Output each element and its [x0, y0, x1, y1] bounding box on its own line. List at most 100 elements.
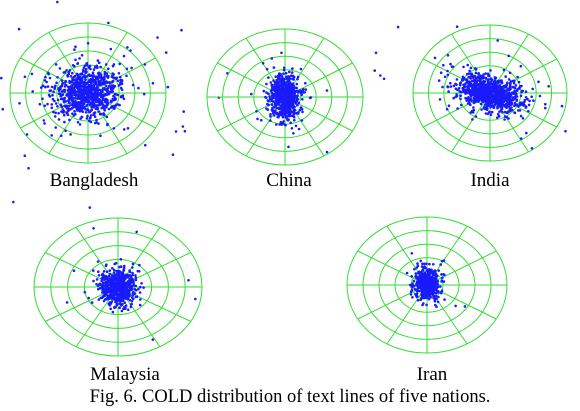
scatter-point	[505, 115, 509, 119]
scatter-point	[18, 102, 21, 105]
scatter-point	[95, 278, 99, 281]
scatter-point	[425, 274, 429, 278]
scatter-point	[75, 106, 79, 109]
scatter-point	[96, 84, 99, 88]
scatter-point	[78, 57, 81, 60]
scatter-point	[103, 294, 107, 297]
scatter-point	[46, 102, 49, 106]
scatter-point	[122, 295, 126, 299]
scatter-point	[90, 108, 94, 111]
scatter-point	[103, 104, 107, 108]
scatter-point	[83, 290, 87, 294]
scatter-point	[76, 73, 80, 77]
scatter-point	[90, 89, 93, 92]
scatter-point	[415, 282, 419, 285]
scatter-point	[120, 309, 124, 313]
scatter-point	[109, 47, 113, 51]
scatter-point	[279, 120, 283, 124]
scatter-point	[269, 81, 273, 84]
scatter-point	[65, 93, 69, 96]
scatter-point	[67, 99, 70, 102]
scatter-point	[266, 102, 269, 106]
scatter-point	[130, 296, 134, 299]
scatter-point	[41, 84, 45, 88]
scatter-point	[455, 25, 459, 29]
scatter-point	[63, 96, 66, 100]
scatter-point	[121, 277, 125, 280]
scatter-point	[294, 124, 298, 128]
scatter-point	[134, 276, 138, 280]
scatter-point	[103, 80, 107, 84]
scatter-point	[523, 98, 527, 102]
scatter-point	[66, 75, 70, 78]
scatter-point	[82, 92, 86, 96]
scatter-point	[143, 63, 147, 66]
scatter-point	[100, 279, 103, 283]
scatter-point	[282, 101, 286, 105]
scatter-point	[481, 100, 484, 103]
scatter-point	[123, 264, 126, 268]
scatter-point	[134, 295, 138, 299]
scatter-point	[89, 95, 93, 98]
scatter-point	[423, 262, 426, 266]
scatter-point	[122, 54, 126, 58]
scatter-point	[282, 66, 286, 70]
scatter-point	[86, 42, 90, 45]
scatter-point	[275, 123, 278, 126]
scatter-point	[482, 75, 485, 79]
scatter-point	[432, 291, 436, 295]
scatter-point	[133, 288, 137, 291]
scatter-point	[288, 114, 291, 118]
scatter-point	[151, 338, 155, 341]
scatter-point	[107, 67, 110, 70]
scatter-point	[283, 88, 287, 92]
scatter-point	[487, 94, 490, 98]
scatter-point	[547, 85, 550, 88]
scatter-point	[505, 106, 508, 109]
scatter-point	[129, 284, 132, 288]
scatter-point	[471, 118, 474, 121]
scatter-point	[439, 285, 442, 288]
scatter-point	[111, 72, 114, 75]
scatter-point	[129, 49, 132, 52]
scatter-point	[443, 75, 447, 79]
scatter-point	[416, 287, 420, 290]
scatter-point	[277, 114, 281, 118]
scatter-point	[505, 98, 509, 102]
plot-label-india: India	[470, 170, 510, 191]
scatter-point	[110, 81, 114, 84]
scatter-point	[373, 69, 377, 72]
scatter-point	[118, 62, 121, 66]
scatter-point	[276, 101, 279, 105]
scatter-point	[54, 126, 57, 129]
scatter-point	[72, 269, 76, 273]
scatter-point	[87, 99, 90, 102]
scatter-point	[54, 102, 58, 105]
scatter-point	[301, 110, 304, 114]
scatter-point	[106, 101, 110, 105]
scatter-point	[292, 94, 295, 98]
scatter-point	[98, 287, 102, 290]
scatter-point	[484, 99, 488, 102]
scatter-point	[45, 80, 48, 84]
scatter-point	[467, 99, 471, 102]
scatter-point	[144, 143, 147, 147]
scatter-point	[517, 80, 521, 84]
scatter-point	[374, 51, 378, 55]
scatter-point	[440, 273, 443, 276]
scatter-point	[138, 263, 141, 267]
scatter-point	[98, 98, 101, 101]
scatter-point	[464, 92, 467, 95]
scatter-point	[430, 279, 433, 283]
scatter-point	[38, 102, 42, 106]
scatter-point	[513, 104, 516, 107]
scatter-point	[74, 96, 77, 99]
scatter-point	[489, 92, 493, 95]
scatter-point	[304, 88, 308, 91]
scatter-point	[69, 75, 73, 78]
scatter-point	[434, 291, 438, 295]
scatter-point	[104, 84, 108, 88]
scatter-point	[93, 65, 97, 69]
scatter-point	[62, 113, 66, 117]
scatter-point	[116, 103, 120, 106]
